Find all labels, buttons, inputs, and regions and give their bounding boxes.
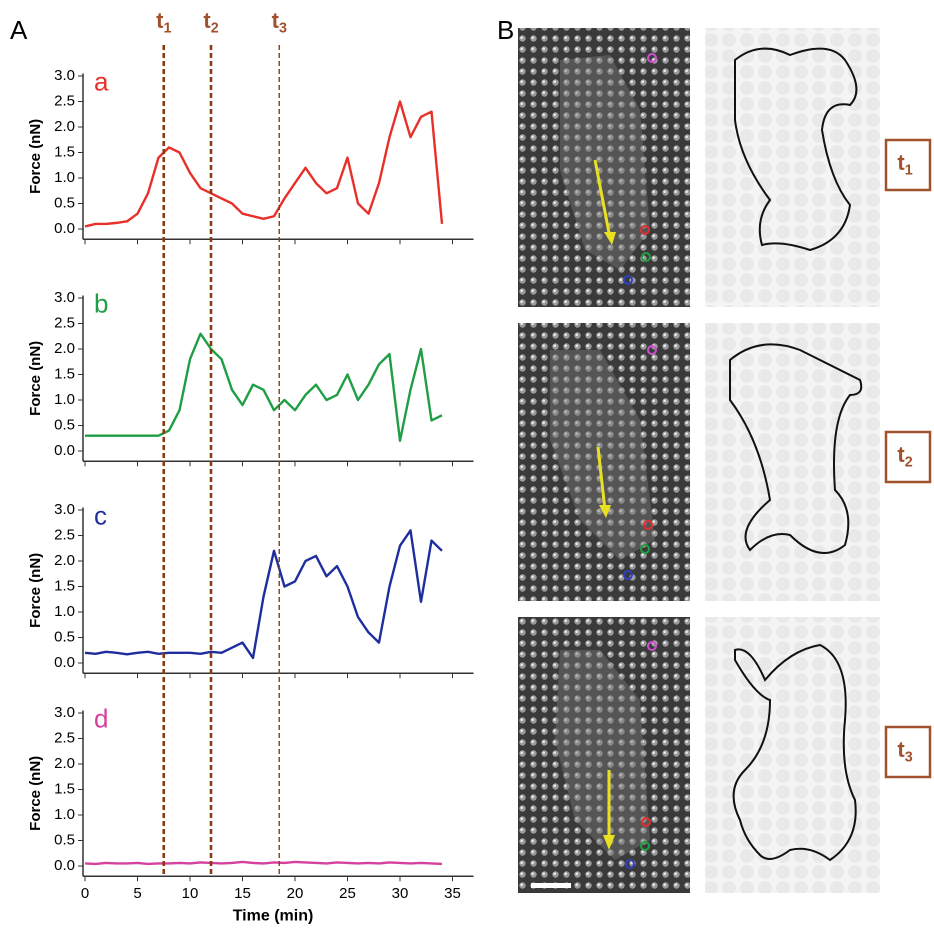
time-label-subscript: 3 <box>905 749 913 765</box>
y-tick-label: 0.5 <box>54 416 75 433</box>
x-tick-label: 0 <box>81 885 89 902</box>
y-tick-label: 2.5 <box>54 314 75 331</box>
time-label: t3 <box>272 8 287 37</box>
cell <box>560 55 650 270</box>
time-label-main: t <box>897 150 905 175</box>
time-label-subscript: 2 <box>905 454 913 470</box>
x-tick-label: 25 <box>339 885 356 902</box>
time-label-main: t <box>272 8 280 33</box>
y-tick-label: 0.0 <box>54 442 75 459</box>
y-axis-label: Force (nN) <box>27 119 44 194</box>
y-tick-label: 0.0 <box>54 654 75 671</box>
arrow <box>596 446 607 511</box>
y-tick-label: 1.0 <box>54 169 75 186</box>
cell-outline <box>729 343 863 554</box>
micrograph <box>518 323 690 601</box>
y-tick-label: 3.0 <box>54 289 75 306</box>
y-tick-label: 0.5 <box>54 628 75 645</box>
y-axis-label: Force (nN) <box>27 553 44 628</box>
panel-b-images <box>518 28 880 893</box>
cell <box>555 650 650 860</box>
arrow-head <box>599 505 611 518</box>
cell <box>550 350 655 560</box>
y-tick-label: 2.5 <box>54 92 75 109</box>
time-label: t1 <box>897 150 912 179</box>
data-line <box>84 529 443 660</box>
time-label-main: t <box>897 442 905 467</box>
pillar-markers <box>623 53 657 869</box>
time-box <box>884 725 932 779</box>
time-label: t2 <box>203 8 218 37</box>
time-box <box>884 430 932 484</box>
time-label-subscript: 1 <box>905 162 913 178</box>
micrograph <box>518 28 690 307</box>
y-tick-label: 1.0 <box>54 391 75 408</box>
x-tick-label: 5 <box>133 885 141 902</box>
y-tick-label: 2.5 <box>54 526 75 543</box>
x-tick-label: 15 <box>234 885 251 902</box>
force-map <box>705 28 880 307</box>
y-tick-label: 2.0 <box>54 340 75 357</box>
time-label: t1 <box>156 8 171 37</box>
time-label-main: t <box>156 8 164 33</box>
y-tick-label: 1.0 <box>54 603 75 620</box>
y-tick-label: 2.5 <box>54 729 75 746</box>
y-tick-label: 1.5 <box>54 577 75 594</box>
arrow-head <box>603 835 615 850</box>
time-label-subscript: 3 <box>279 20 287 36</box>
y-tick-label: 1.5 <box>54 143 75 160</box>
time-label: t2 <box>897 442 912 471</box>
data-line <box>85 332 443 442</box>
y-tick-label: 1.5 <box>54 365 75 382</box>
series-label: d <box>94 704 108 734</box>
time-label-subscript: 1 <box>163 20 171 36</box>
arrow-head <box>604 232 616 245</box>
y-tick-label: 3.0 <box>54 67 75 84</box>
series-label: b <box>94 289 108 319</box>
data-line <box>84 860 443 866</box>
x-tick-label: 30 <box>392 885 409 902</box>
y-tick-label: 2.0 <box>54 755 75 772</box>
y-tick-label: 0.5 <box>54 831 75 848</box>
x-tick-label: 10 <box>182 885 199 902</box>
y-tick-label: 3.0 <box>54 704 75 721</box>
force-map <box>705 617 880 893</box>
arrow <box>593 159 612 239</box>
y-tick-label: 2.0 <box>54 118 75 135</box>
x-tick-label: 20 <box>287 885 304 902</box>
y-tick-label: 3.0 <box>54 501 75 518</box>
y-tick-label: 0.5 <box>54 194 75 211</box>
cell-outline <box>734 47 858 252</box>
x-axis-label: Time (min) <box>233 907 314 924</box>
scale-bar <box>531 883 571 888</box>
cell-outline <box>732 643 857 862</box>
time-label: t3 <box>897 737 912 766</box>
time-label-main: t <box>203 8 211 33</box>
data-line <box>84 100 444 228</box>
y-tick-label: 0.0 <box>54 857 75 874</box>
time-label-subscript: 2 <box>211 20 219 36</box>
y-tick-label: 1.0 <box>54 806 75 823</box>
y-tick-label: 2.0 <box>54 552 75 569</box>
time-box <box>884 138 932 192</box>
series-label: c <box>94 501 107 531</box>
y-tick-label: 0.0 <box>54 220 75 237</box>
micrograph <box>518 617 690 893</box>
panel-label: A <box>10 15 28 45</box>
y-axis-label: Force (nN) <box>27 341 44 416</box>
time-label-main: t <box>897 737 905 762</box>
series-label: a <box>94 67 109 97</box>
x-tick-label: 35 <box>444 885 461 902</box>
y-tick-label: 1.5 <box>54 780 75 797</box>
panel-label: B <box>497 15 514 45</box>
y-axis-label: Force (nN) <box>27 756 44 831</box>
force-map <box>705 323 880 601</box>
